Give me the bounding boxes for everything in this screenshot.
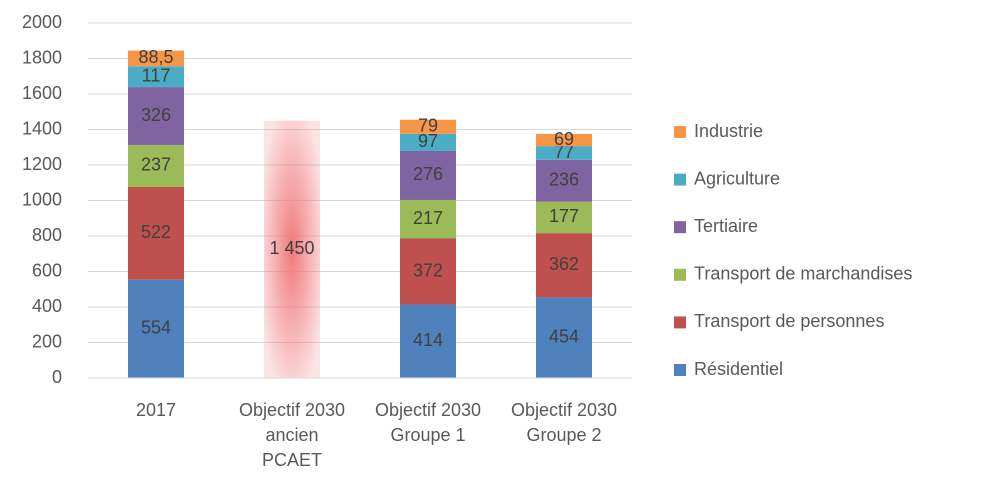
y-tick-label: 1600 [22, 83, 62, 103]
bar-segment [400, 238, 456, 305]
y-tick-label: 400 [32, 296, 62, 316]
legend-label: Transport de marchandises [694, 264, 912, 284]
y-tick-label: 200 [32, 331, 62, 351]
bar-segment [128, 144, 184, 188]
y-tick-label: 0 [52, 367, 62, 387]
bar-segment [536, 133, 592, 147]
bar-segment [536, 297, 592, 378]
legend-label: Agriculture [694, 168, 780, 188]
bar-segment [536, 233, 592, 298]
bar-segment [400, 304, 456, 378]
data-label: 276 [413, 164, 443, 184]
y-tick-label: 2000 [22, 12, 62, 32]
legend-label: Transport de personnes [694, 311, 884, 331]
data-label: 414 [413, 330, 443, 350]
x-tick-label: Objectif 2030 ancien PCAET [238, 400, 346, 470]
data-label: 237 [141, 155, 171, 175]
data-label: 97 [418, 131, 438, 151]
legend-label: Industrie [694, 121, 763, 141]
data-label: 454 [549, 326, 579, 346]
data-label: 236 [549, 170, 579, 190]
data-label: 217 [413, 208, 443, 228]
y-tick-label: 1800 [22, 47, 62, 67]
legend-swatch [674, 316, 686, 329]
data-label: 177 [549, 206, 579, 226]
data-label: 522 [141, 222, 171, 242]
y-tick-label: 800 [32, 225, 62, 245]
legend-label: Tertiaire [694, 216, 758, 236]
y-tick-label: 1200 [22, 154, 62, 174]
bar-segment [128, 279, 184, 378]
x-tick-label: Objectif 2030 Groupe 1 [374, 400, 482, 445]
objective-bar [264, 120, 320, 378]
bar-segment [128, 87, 184, 145]
data-label: 1 450 [269, 238, 314, 258]
legend-swatch [674, 268, 686, 281]
data-label: 79 [418, 115, 438, 135]
bar-segment [536, 159, 592, 202]
data-label: 362 [549, 254, 579, 274]
bar-segment [536, 146, 592, 160]
bar-segment [400, 199, 456, 239]
bar-segment [128, 66, 184, 88]
y-tick-label: 1000 [22, 189, 62, 209]
legend-swatch [674, 173, 686, 186]
bar-segment [536, 201, 592, 234]
legend-swatch [674, 221, 686, 234]
data-label: 372 [413, 260, 443, 280]
data-label: 69 [554, 129, 574, 149]
x-tick-label: Objectif 2030 Groupe 2 [510, 400, 618, 445]
bar-segment [128, 50, 184, 67]
y-tick-label: 1400 [22, 118, 62, 138]
data-label: 117 [142, 65, 171, 85]
bar-segment [400, 119, 456, 134]
data-label: 554 [141, 318, 171, 338]
y-tick-label: 600 [32, 260, 62, 280]
bar-segment [128, 187, 184, 280]
bar-segment [400, 150, 456, 200]
bar-segment [400, 133, 456, 151]
legend-swatch [674, 364, 686, 376]
x-tick-label: 2017 [135, 400, 177, 420]
data-label: 88,5 [138, 47, 173, 67]
data-label: 326 [141, 105, 171, 125]
legend-swatch [674, 126, 686, 138]
data-label: 77 [554, 142, 574, 162]
legend-label: Résidentiel [694, 359, 783, 379]
